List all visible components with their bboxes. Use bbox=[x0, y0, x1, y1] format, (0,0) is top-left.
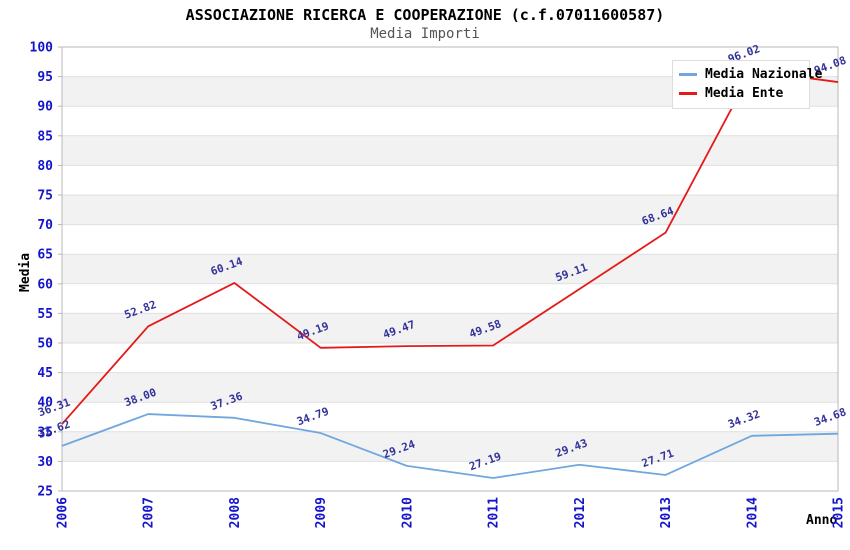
y-tick-label: 95 bbox=[37, 70, 53, 85]
grid-band bbox=[62, 195, 838, 225]
y-tick-label: 85 bbox=[37, 129, 53, 144]
chart-subtitle: Media Importi bbox=[370, 26, 480, 42]
plot-border bbox=[61, 46, 839, 492]
legend-item-media-nazionale: Media Nazionale bbox=[679, 65, 822, 84]
legend-label: Media Ente bbox=[705, 86, 784, 101]
grid-band bbox=[62, 313, 838, 343]
grid-band bbox=[62, 106, 838, 136]
chart-title: ASSOCIAZIONE RICERCA E COOPERAZIONE (c.f… bbox=[185, 6, 665, 24]
x-tick-label: 2015 bbox=[832, 497, 847, 528]
legend-swatch-media-ente bbox=[679, 92, 697, 95]
x-tick-label: 2009 bbox=[314, 497, 329, 528]
y-tick-label: 35 bbox=[37, 425, 53, 440]
legend-swatch-media-nazionale bbox=[679, 73, 697, 76]
y-tick-label: 50 bbox=[37, 337, 53, 352]
x-tick-label: 2008 bbox=[228, 497, 243, 528]
grid-band bbox=[62, 461, 838, 491]
grid-band bbox=[62, 402, 838, 432]
series-line-media-ente bbox=[61, 69, 839, 425]
grid-band bbox=[62, 135, 838, 166]
y-tick-label: 30 bbox=[37, 455, 53, 470]
y-tick-label: 90 bbox=[37, 100, 53, 115]
y-tick-label: 55 bbox=[37, 307, 53, 322]
y-tick-label: 80 bbox=[37, 159, 53, 174]
x-tick-label: 2013 bbox=[659, 497, 674, 528]
x-tick-label: 2014 bbox=[745, 497, 760, 528]
x-tick-label: 2012 bbox=[573, 497, 588, 528]
legend-label: Media Nazionale bbox=[705, 67, 823, 82]
y-tick-label: 60 bbox=[37, 277, 53, 292]
y-tick-label: 75 bbox=[37, 189, 53, 204]
y-tick-label: 45 bbox=[37, 366, 53, 381]
y-tick-label: 40 bbox=[37, 396, 53, 411]
grid-band bbox=[62, 254, 838, 284]
x-tick-label: 2010 bbox=[400, 497, 415, 528]
y-tick-label: 70 bbox=[37, 218, 53, 233]
grid-band bbox=[62, 224, 838, 255]
legend-item-media-ente: Media Ente bbox=[679, 84, 803, 103]
legend: Media Nazionale Media Ente bbox=[672, 60, 822, 109]
y-tick-label: 25 bbox=[37, 485, 53, 500]
grid-band bbox=[62, 283, 838, 314]
y-tick-label: 100 bbox=[30, 41, 54, 56]
grid-band bbox=[62, 431, 838, 462]
series-line-media-nazionale bbox=[61, 413, 839, 479]
x-axis-title: Anno bbox=[806, 513, 838, 528]
x-tick-label: 2006 bbox=[56, 497, 71, 528]
x-tick-label: 2011 bbox=[487, 497, 502, 528]
y-tick-label: 65 bbox=[37, 248, 53, 263]
grid-band bbox=[62, 165, 838, 195]
grid-band bbox=[62, 372, 838, 403]
x-tick-label: 2007 bbox=[142, 497, 157, 528]
grid-band bbox=[62, 343, 838, 373]
